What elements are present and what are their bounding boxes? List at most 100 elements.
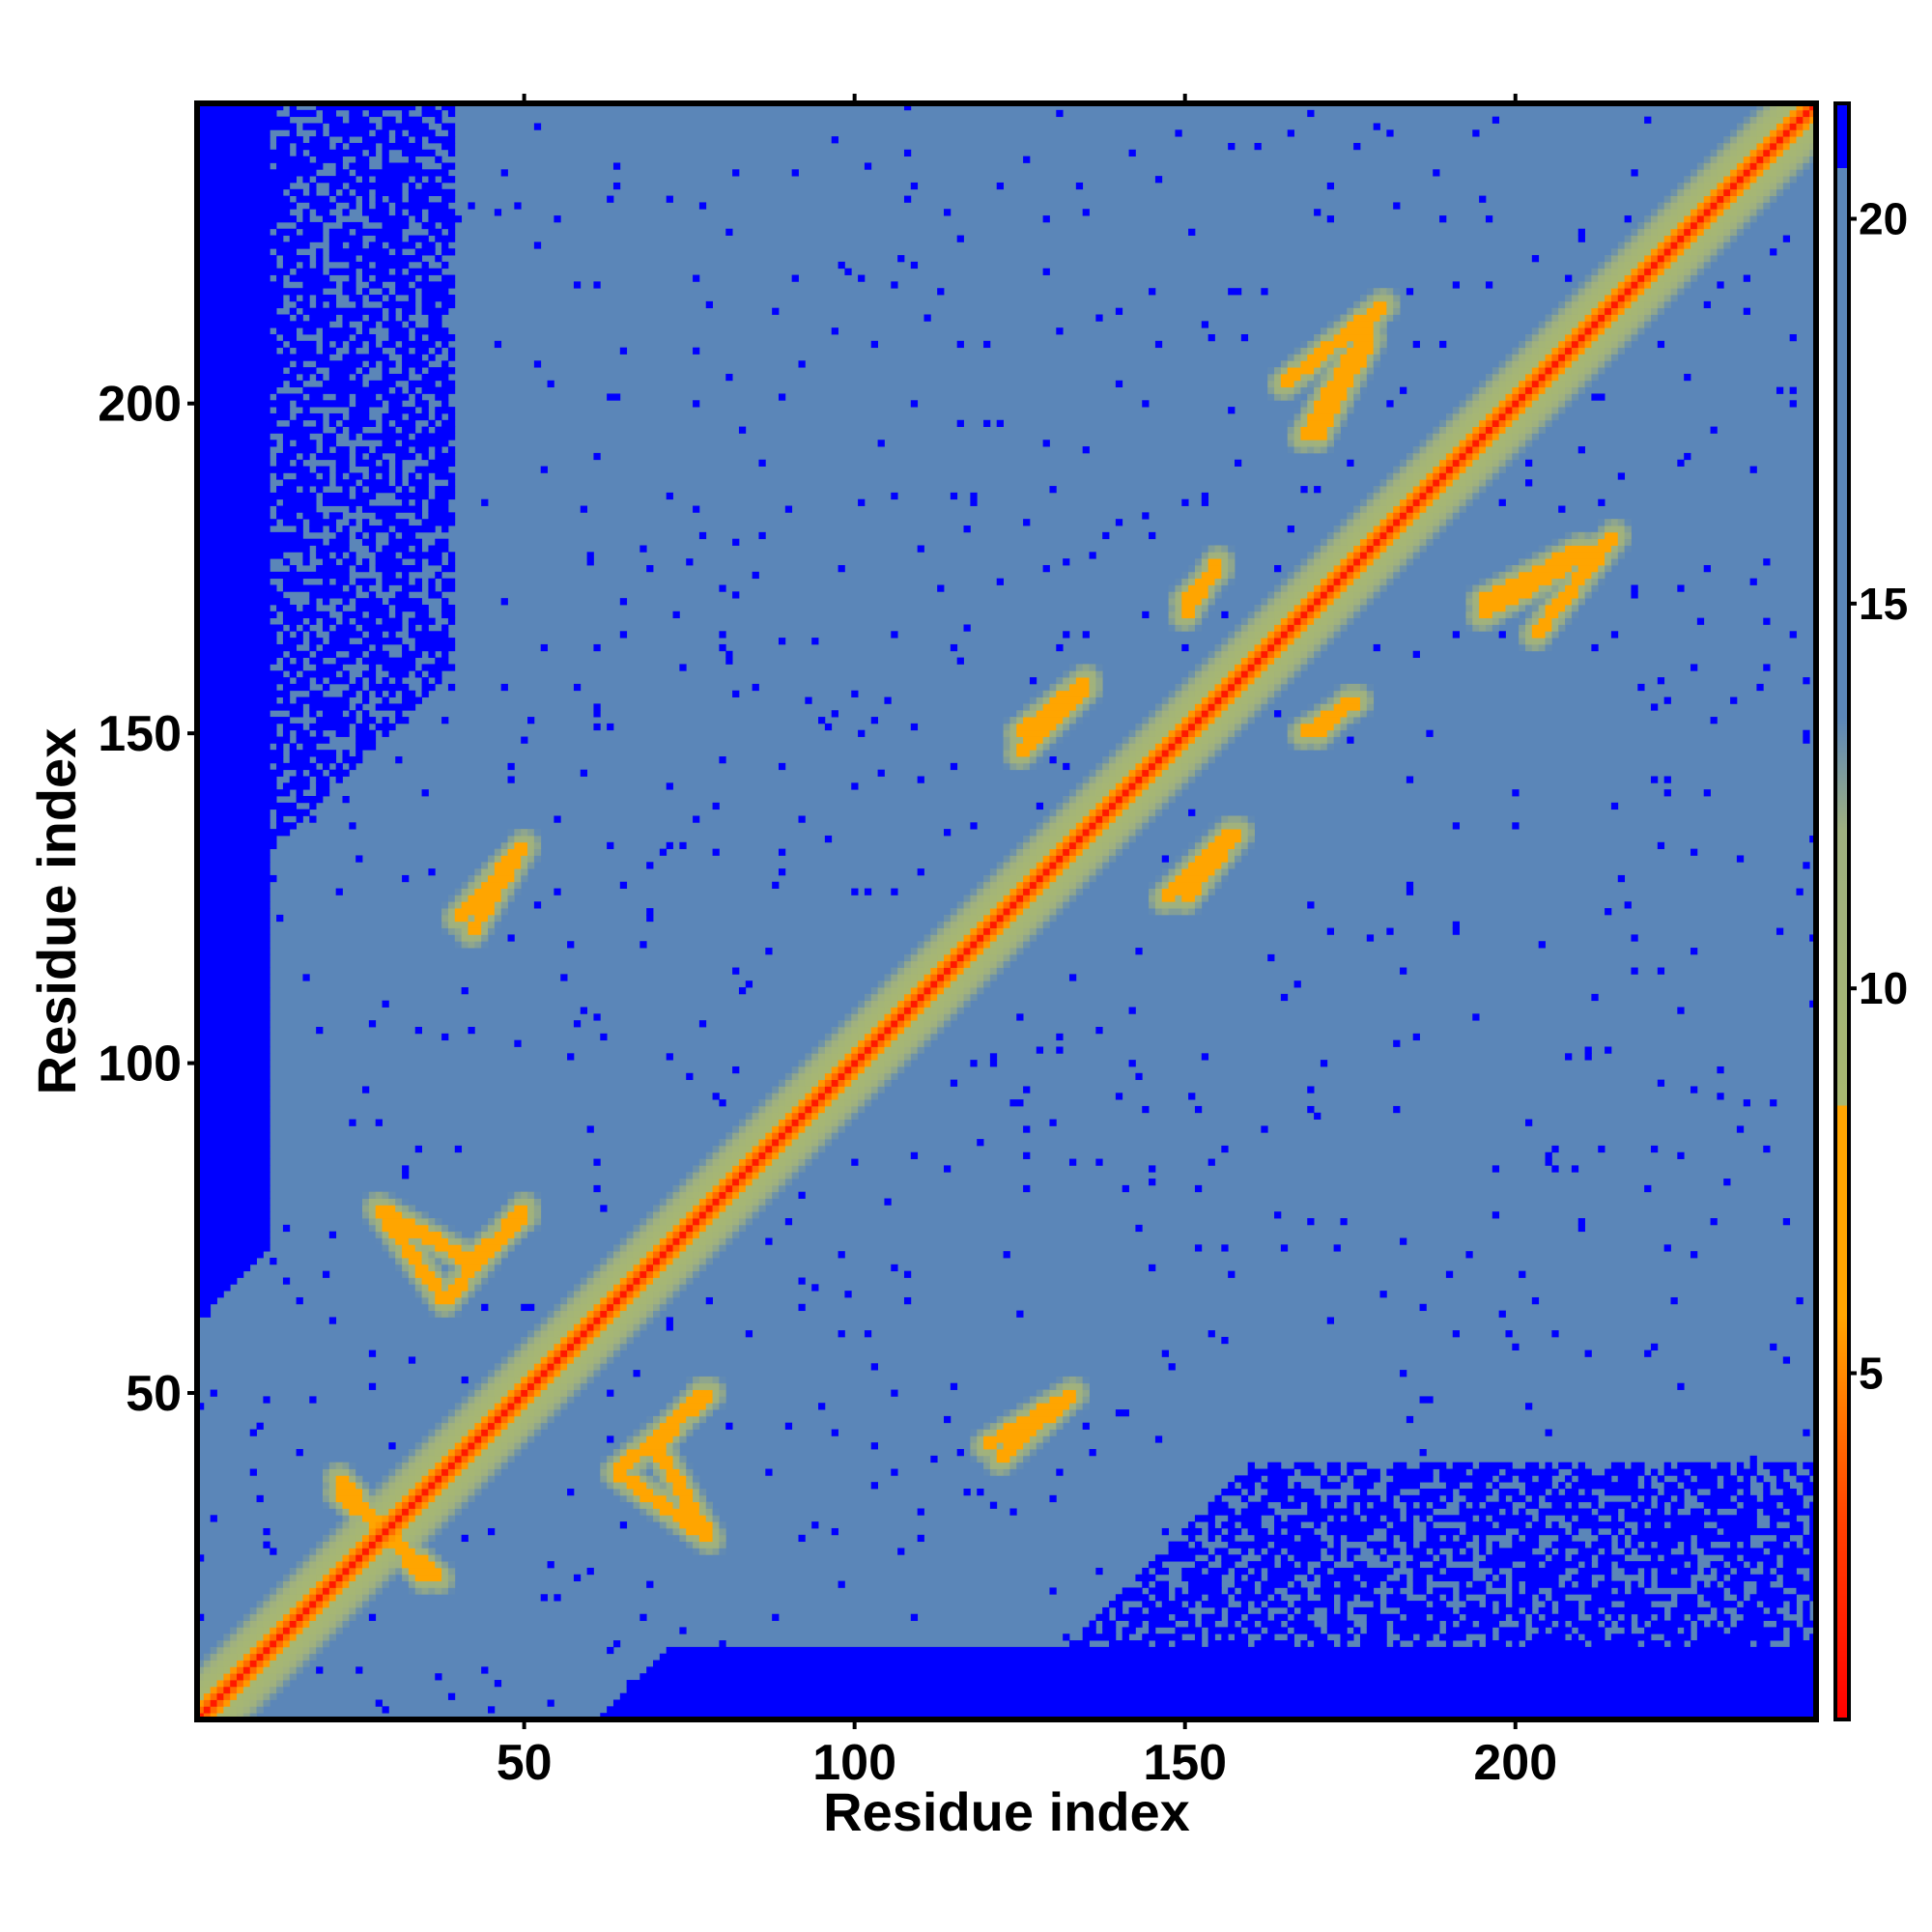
heatmap-cell [639,1264,647,1272]
heatmap-cell [838,1065,845,1074]
heatmap-cell [686,1382,694,1390]
heatmap-cell [197,1706,205,1714]
heatmap-cell [1531,1613,1540,1621]
heatmap-cell [646,1237,654,1245]
heatmap-cell [263,1634,270,1641]
heatmap-cell [435,1482,442,1490]
heatmap-cell [540,1409,548,1417]
heatmap-cell [612,1284,621,1292]
heatmap-cell [619,1258,628,1265]
heatmap-cell [732,1218,740,1226]
heatmap-cell [698,1494,707,1503]
heatmap-cell [672,1270,680,1278]
heatmap-cell [1247,835,1255,843]
heatmap-cell [1175,1594,1203,1602]
heatmap-cell [197,736,291,744]
heatmap-cell [1690,1508,1705,1516]
heatmap-cell [1571,1501,1579,1509]
heatmap-cell [547,1343,554,1350]
heatmap-cell [1049,1389,1057,1397]
heatmap-cell [666,1270,673,1278]
heatmap-cell [1644,1580,1652,1588]
heatmap-cell [1042,696,1050,704]
heatmap-cell [1240,815,1249,823]
heatmap-cell [851,1027,859,1035]
heatmap-cell [851,1039,859,1047]
heatmap-cell [1056,736,1064,744]
heatmap-cell [1235,696,1242,704]
heatmap-cell [818,1093,826,1100]
heatmap-cell [197,703,303,711]
heatmap-cell [1333,1554,1341,1562]
heatmap-cell [1247,717,1255,724]
heatmap-cell [712,1508,720,1516]
heatmap-cell [540,1396,548,1404]
heatmap-cell [646,1482,654,1490]
heatmap-cell [567,1053,575,1061]
heatmap-cell [382,1580,389,1588]
heatmap-cell [653,1211,661,1219]
heatmap-cell [1109,1601,1123,1608]
heatmap-cell [316,677,324,685]
heatmap-cell [983,1435,1031,1443]
heatmap-cell [844,1112,852,1120]
heatmap-cell [1154,802,1163,810]
heatmap-cell [474,1382,482,1390]
heatmap-cell [1036,908,1044,916]
heatmap-cell [468,1422,475,1430]
heatmap-cell [1082,1382,1090,1390]
heatmap-cell [600,1277,608,1285]
heatmap-cell [824,1112,833,1120]
heatmap-cell [903,1020,912,1028]
heatmap-cell [547,1356,554,1364]
heatmap-cell [858,1072,866,1081]
heatmap-cell [1228,710,1236,718]
heatmap-cell [488,1468,496,1476]
heatmap-cell [705,1218,713,1226]
heatmap-cell [1274,657,1282,665]
heatmap-cell [1115,1093,1123,1100]
heatmap-cell [309,1634,317,1641]
heatmap-cell [296,815,303,823]
heatmap-cell [1624,1515,1757,1522]
heatmap-cell [408,1508,416,1516]
heatmap-cell [1003,941,1010,949]
heatmap-cell [679,1396,687,1404]
heatmap-cell [481,1666,489,1674]
heatmap-cell [1359,1508,1401,1516]
heatmap-cell [1115,829,1123,837]
heatmap-cell [507,1211,528,1219]
heatmap-cell [903,1060,912,1067]
heatmap-cell [1359,1634,1387,1641]
heatmap-cell [1194,908,1203,916]
heatmap-cell [712,1151,720,1159]
heatmap-cell [805,1158,812,1166]
heatmap-cell [1307,1634,1328,1641]
heatmap-cell [402,1489,410,1496]
heatmap-cell [698,1211,707,1219]
heatmap-cell [263,1541,270,1548]
heatmap-cell [488,1264,496,1272]
heatmap-cell [362,690,370,697]
heatmap-cell [1247,822,1255,830]
heatmap-cell [1089,829,1096,837]
heatmap-cell [930,980,938,988]
heatmap-cell [1670,1501,1685,1509]
heatmap-cell [679,1198,687,1206]
heatmap-cell [1194,762,1203,771]
heatmap-cell [765,1099,773,1107]
heatmap-cell [1525,1403,1533,1410]
heatmap-cell [1293,723,1301,731]
heatmap-cell [468,1435,475,1443]
heatmap-cell [454,1310,463,1318]
heatmap-cell [1763,1482,1771,1490]
heatmap-cell [514,1396,522,1404]
heatmap-cell [1168,901,1182,909]
heatmap-cell [1161,1527,1169,1536]
heatmap-cell [586,1310,594,1318]
heatmap-cell [612,1310,621,1318]
heatmap-cell [1135,736,1143,744]
heatmap-cell [447,1231,456,1238]
heatmap-cell [989,967,998,975]
heatmap-cell [402,874,410,883]
